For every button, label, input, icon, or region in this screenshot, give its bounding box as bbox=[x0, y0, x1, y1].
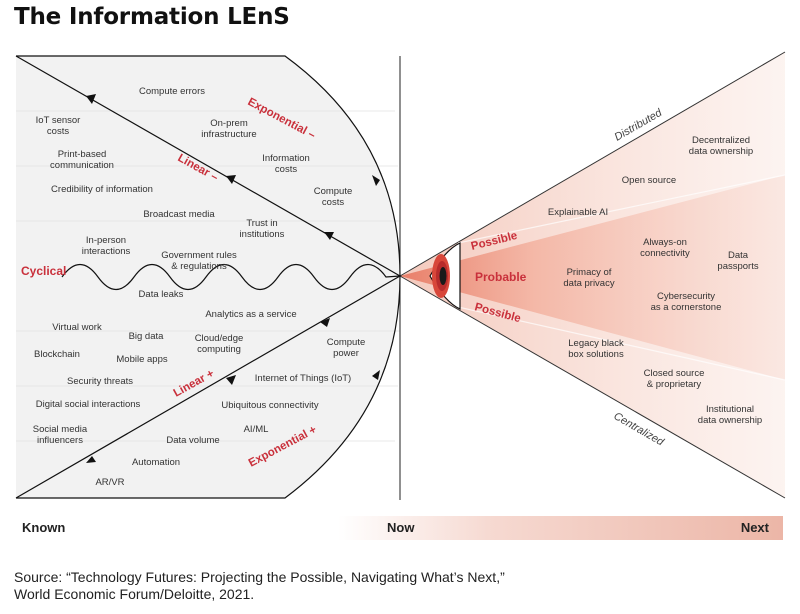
label-print-1: Print-based bbox=[58, 149, 107, 160]
page-title: The Information LEnS bbox=[14, 4, 290, 30]
label-cyber-1: Cybersecurity bbox=[657, 291, 715, 302]
label-data-volume: Data volume bbox=[166, 435, 219, 446]
label-infocost-1: Information bbox=[262, 153, 310, 164]
known-labels: Compute errors IoT sensor costs Print-ba… bbox=[33, 86, 365, 488]
label-legacy-2: box solutions bbox=[568, 349, 624, 360]
label-compcost-2: costs bbox=[322, 197, 344, 208]
known-lens-background bbox=[16, 56, 400, 498]
label-digital-social: Digital social interactions bbox=[36, 399, 141, 410]
label-mobile-apps: Mobile apps bbox=[116, 354, 167, 365]
label-alwayson-2: connectivity bbox=[640, 248, 690, 259]
label-credibility: Credibility of information bbox=[51, 184, 153, 195]
label-inperson-2: interactions bbox=[82, 246, 131, 257]
label-data-leaks: Data leaks bbox=[139, 289, 184, 300]
label-inst-1: Institutional bbox=[706, 404, 754, 415]
label-compcost-1: Compute bbox=[314, 186, 353, 197]
axis-label-now: Now bbox=[387, 520, 415, 535]
label-cyber-2: as a cornerstone bbox=[651, 302, 722, 313]
label-explainable-ai: Explainable AI bbox=[548, 207, 608, 218]
axis-label-next: Next bbox=[740, 520, 769, 535]
label-trust-1: Trust in bbox=[246, 218, 277, 229]
label-cloud-1: Cloud/edge bbox=[195, 333, 244, 344]
cyclical-wave bbox=[61, 263, 401, 291]
label-decent-2: data ownership bbox=[689, 146, 753, 157]
label-big-data: Big data bbox=[129, 331, 165, 342]
label-cyclical: Cyclical bbox=[21, 264, 66, 278]
source-citation: Source: “Technology Futures: Projecting … bbox=[14, 569, 505, 603]
trend-lines bbox=[15, 55, 401, 499]
label-inst-2: data ownership bbox=[698, 415, 762, 426]
label-blockchain: Blockchain bbox=[34, 349, 80, 360]
label-infocost-2: costs bbox=[275, 164, 297, 175]
label-onprem-1: On-prem bbox=[210, 118, 248, 129]
label-comppower-2: power bbox=[333, 348, 359, 359]
label-compute-errors: Compute errors bbox=[139, 86, 205, 97]
source-line-2: World Economic Forum/Deloitte, 2021. bbox=[14, 586, 255, 602]
label-closed-2: & proprietary bbox=[647, 379, 702, 390]
label-security-threats: Security threats bbox=[67, 376, 133, 387]
label-decent-1: Decentralized bbox=[692, 135, 750, 146]
label-legacy-1: Legacy black bbox=[568, 338, 624, 349]
label-open-source: Open source bbox=[622, 175, 676, 186]
label-aiml: AI/ML bbox=[244, 424, 269, 435]
label-virtual-work: Virtual work bbox=[52, 322, 102, 333]
next-cone-inner bbox=[400, 175, 785, 380]
label-automation: Automation bbox=[132, 457, 180, 468]
label-cloud-2: computing bbox=[197, 344, 241, 355]
label-iot-sensor-2: costs bbox=[47, 126, 69, 137]
label-arvr: AR/VR bbox=[95, 477, 124, 488]
label-passports-2: passports bbox=[717, 261, 758, 272]
linear-minus-line bbox=[15, 55, 401, 277]
label-comppower-1: Compute bbox=[327, 337, 366, 348]
exponential-plus-curve bbox=[16, 275, 401, 499]
label-govt-1: Government rules bbox=[161, 250, 237, 261]
label-passports-1: Data bbox=[728, 250, 749, 261]
label-social-1: Social media bbox=[33, 424, 88, 435]
source-line-1: Source: “Technology Futures: Projecting … bbox=[14, 569, 505, 585]
trend-arrows bbox=[86, 94, 380, 463]
time-axis-bar: Known Now Next bbox=[16, 516, 783, 540]
label-print-2: communication bbox=[50, 160, 114, 171]
label-probable: Probable bbox=[475, 270, 527, 284]
label-iot: Internet of Things (IoT) bbox=[255, 373, 351, 384]
label-primacy-2: data privacy bbox=[563, 278, 614, 289]
eye-icon bbox=[429, 242, 461, 310]
label-social-2: influencers bbox=[37, 435, 83, 446]
label-closed-1: Closed source bbox=[644, 368, 705, 379]
label-inperson-1: In-person bbox=[86, 235, 126, 246]
label-iot-sensor-1: IoT sensor bbox=[36, 115, 81, 126]
linear-plus-line bbox=[15, 275, 401, 499]
exponential-minus-curve bbox=[16, 55, 401, 277]
label-analytics: Analytics as a service bbox=[205, 309, 296, 320]
label-broadcast: Broadcast media bbox=[143, 209, 215, 220]
label-ubiquitous: Ubiquitous connectivity bbox=[221, 400, 318, 411]
label-alwayson-1: Always-on bbox=[643, 237, 687, 248]
label-primacy-1: Primacy of bbox=[567, 267, 612, 278]
label-govt-2: & regulations bbox=[171, 261, 227, 272]
label-onprem-2: infrastructure bbox=[201, 129, 256, 140]
label-trust-2: institutions bbox=[240, 229, 285, 240]
axis-label-known: Known bbox=[22, 520, 66, 535]
